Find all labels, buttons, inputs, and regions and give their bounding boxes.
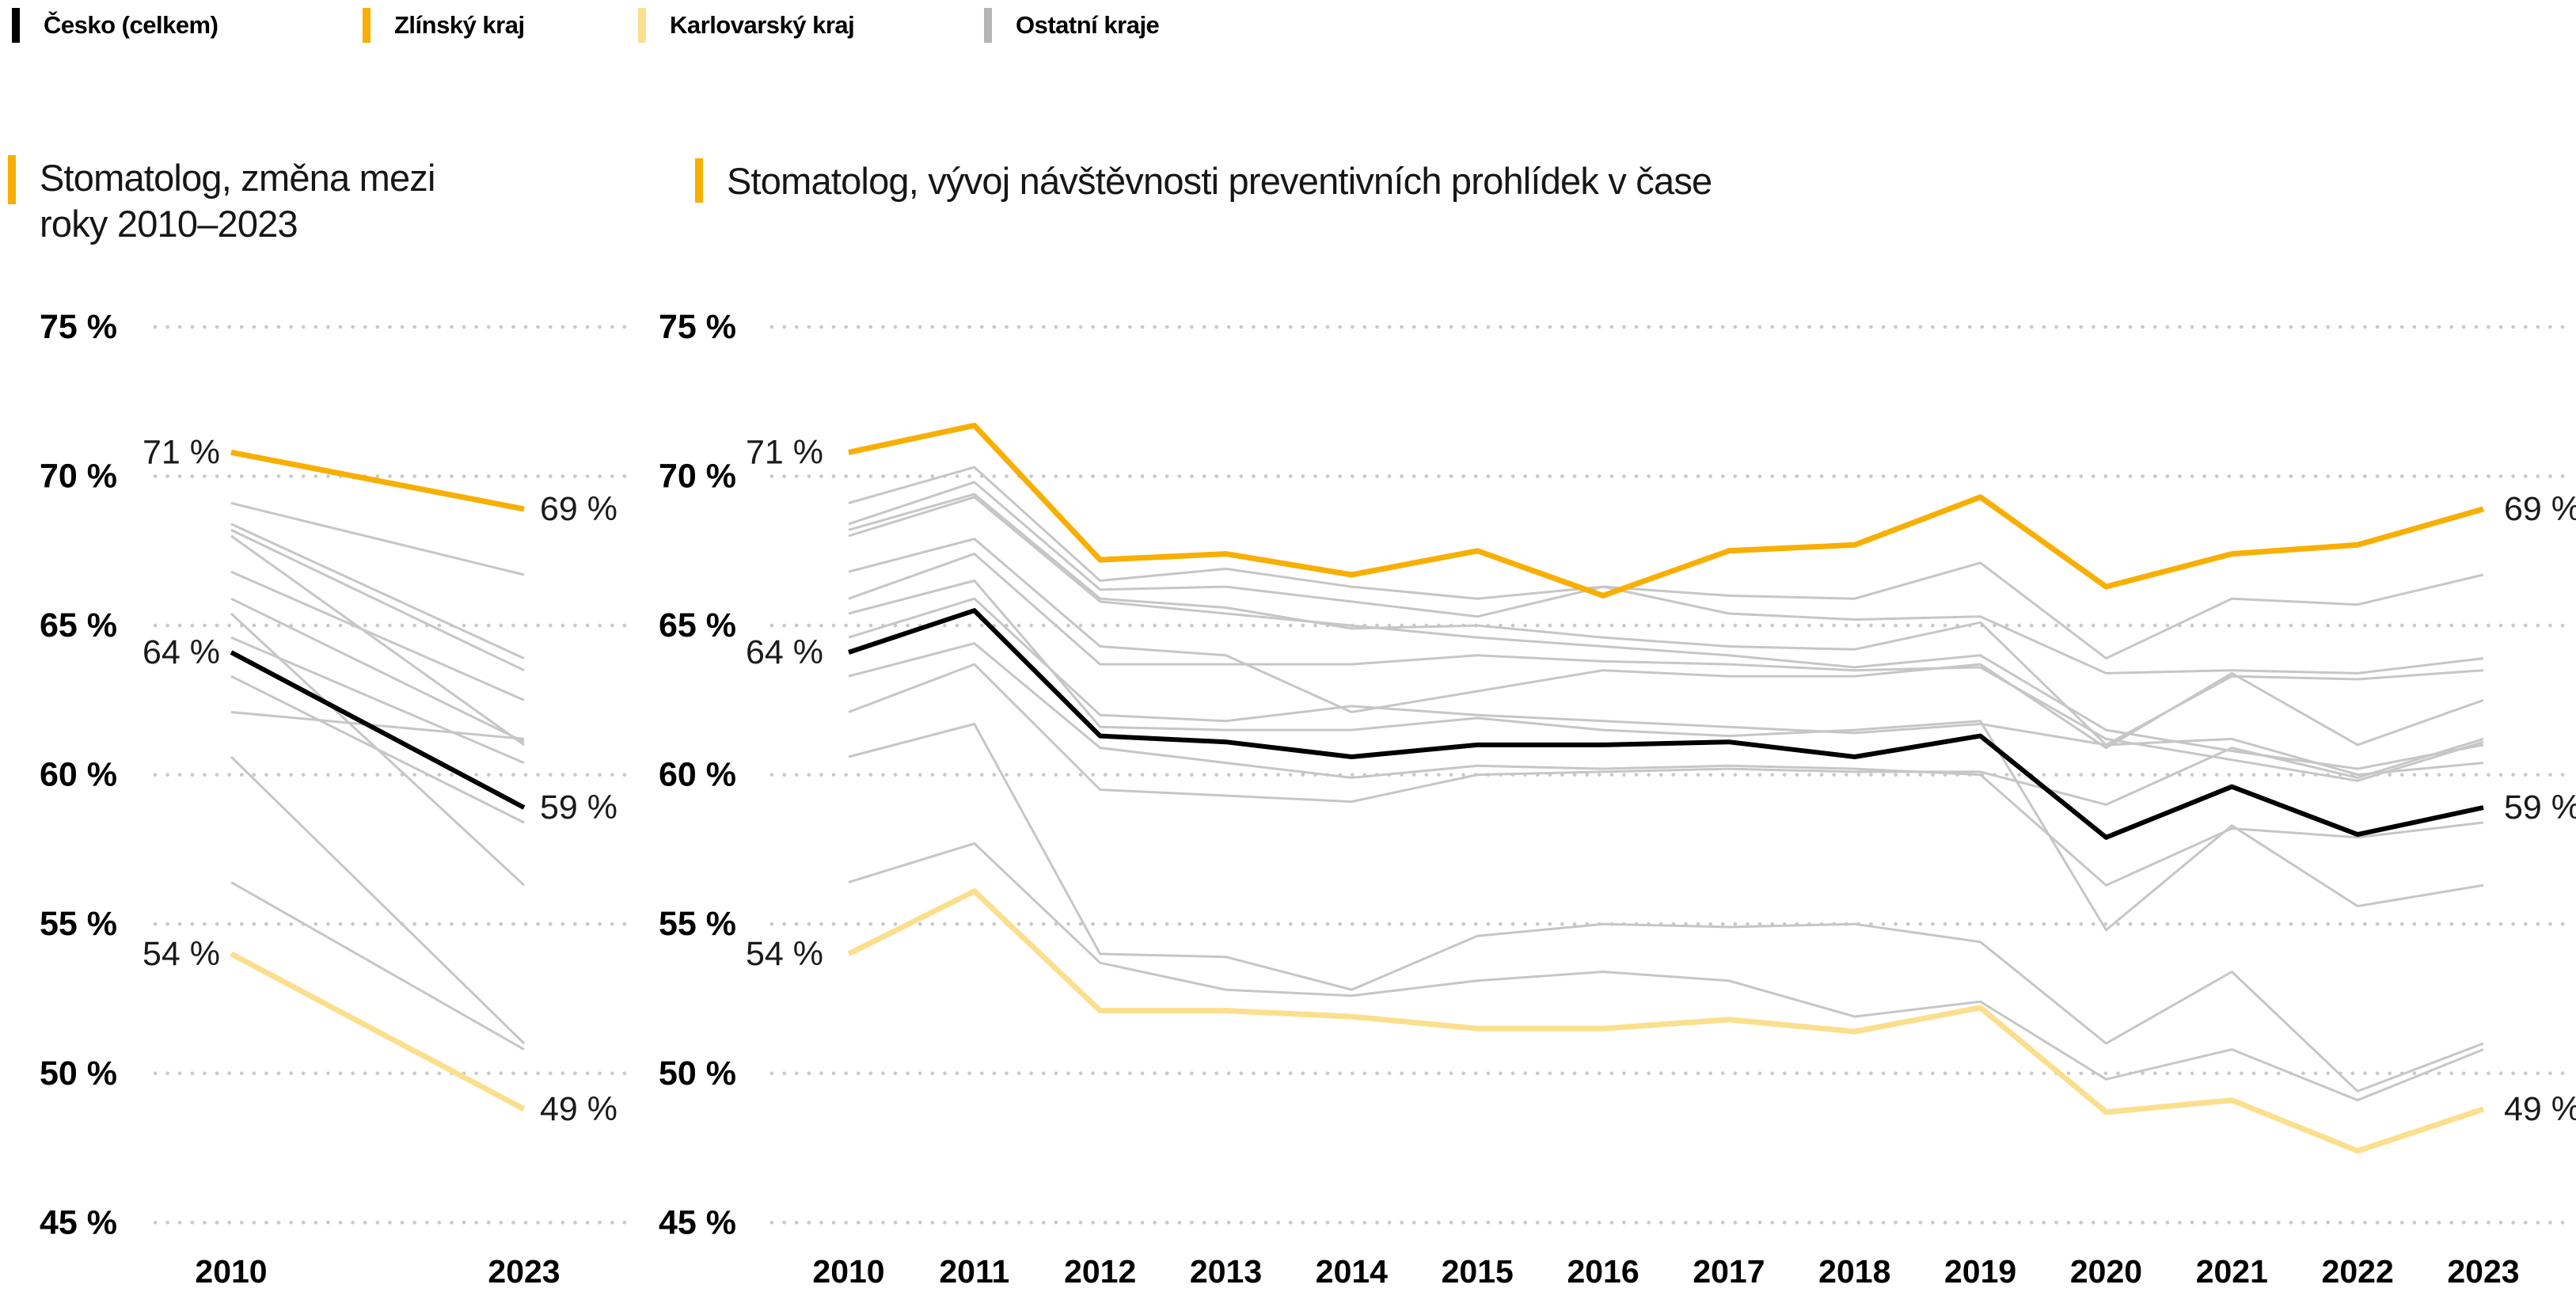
left-chart-title: Stomatolog, změna mezi roky 2010–2023 [8,155,435,247]
value-label-end-zli-nsky-kraj: 69 % [540,490,617,528]
title-accent-bar [695,158,703,203]
x-tick-label: 2010 [812,1253,884,1290]
series-line-ostatni-kraje [230,881,525,1051]
legend-label: Karlovarský kraj [670,11,855,39]
y-tick-label: 65 % [659,606,736,644]
legend-item-zlinsky: Zlínský kraj [363,6,525,44]
series-line-ostatni-kraje [848,580,2484,932]
series-line-ostatni-kraje [230,755,526,1045]
x-tick-label: 2022 [2322,1253,2394,1290]
timeline-chart: 75 % 70 % 65 % 60 % 55 % 50 % 45 % 2010 2011 2012… [659,308,2576,1290]
value-label-start-c-esko-celkem: 64 % [142,633,220,671]
series-line-ostatni-kraje [848,642,2484,887]
y-tick-label: 60 % [40,756,117,794]
series-line-ostatni-kraje [230,534,525,747]
x-tick-label: 2019 [1944,1253,2016,1290]
series-line-ostatni-kraje [230,570,525,701]
legend-swatch-ostatni [984,8,992,43]
x-tick-label: 2018 [1818,1253,1890,1290]
left-chart-title-text: Stomatolog, změna mezi roky 2010–2023 [40,155,435,247]
series-line-karlovarsky-kraj [847,888,2485,1154]
series-line-ostatni-kraje [230,636,525,764]
x-tick-label: 2017 [1693,1253,1765,1290]
x-tick-label: 2023 [488,1253,560,1290]
x-tick-label: 2010 [195,1253,267,1290]
slope-chart: 75 % 70 % 65 % 60 % 55 % 50 % 45 % 2010 2023 71 %… [40,308,628,1290]
y-tick-label: 50 % [659,1054,736,1092]
value-label-start-karlovarsky-kraj: 54 % [142,935,220,973]
y-tick-label: 75 % [40,308,117,346]
series-line-ostatni-kraje [848,496,2484,770]
value-label-end-c-esko-celkem: 59 % [2504,788,2576,826]
value-label-start-karlovarsky-kraj: 54 % [746,935,823,973]
x-tick-label: 2021 [2196,1253,2268,1290]
title-line-2: roky 2010–2023 [40,203,298,245]
title-line-1: Stomatolog, změna mezi [40,157,435,199]
y-tick-label: 55 % [40,905,117,943]
series-line-ostatni-kraje [848,597,2484,777]
legend-swatch-zlinsky [363,8,370,43]
y-tick-label: 60 % [659,756,736,794]
legend-label: Ostatní kraje [1016,11,1160,39]
series-line-zli-nsky-kraj [848,422,2484,598]
series-line-ostatni-kraje [848,481,2484,674]
series-line-ostatni-kraje [848,663,2484,806]
y-tick-label: 50 % [40,1054,117,1092]
y-tick-label: 65 % [40,606,117,644]
right-chart-title: Stomatolog, vývoj návštěvnosti preventiv… [695,158,1712,204]
series-line-ostatni-kraje [848,723,2484,1092]
x-tick-label: 2020 [2070,1253,2142,1290]
value-label-start-zli-nsky-kraj: 71 % [746,433,823,471]
value-label-end-karlovarsky-kraj: 49 % [540,1090,617,1128]
y-tick-label: 45 % [659,1203,736,1241]
value-label-start-c-esko-celkem: 64 % [746,633,823,671]
y-tick-label: 55 % [659,905,736,943]
x-tick-label: 2012 [1064,1253,1136,1290]
series-line-karlovarsky-kraj [230,951,526,1112]
series-line-c-esko-celkem [230,650,526,810]
series-line-ostatni-kraje [230,529,525,672]
legend-item-cesko: Česko (celkem) [12,6,218,44]
series-line-ostatni-kraje [230,597,525,743]
legend-label: Česko (celkem) [44,11,218,39]
series-line-ostatni-kraje [230,711,525,740]
legend-swatch-cesko [12,8,20,43]
y-tick-label: 75 % [659,308,736,346]
y-tick-label: 70 % [659,458,736,496]
y-tick-label: 45 % [40,1203,117,1241]
value-label-end-c-esko-celkem: 59 % [540,788,617,826]
right-chart-title-text: Stomatolog, vývoj návštěvnosti preventiv… [727,160,1712,202]
x-tick-label: 2023 [2447,1253,2519,1290]
x-tick-label: 2015 [1442,1253,1514,1290]
series-line-ostatni-kraje [848,842,2484,1102]
series-line-ostatni-kraje [848,538,2484,750]
series-line-zli-nsky-kraj [230,449,525,512]
value-label-end-zli-nsky-kraj: 69 % [2504,490,2576,528]
series-line-ostatni-kraje [848,466,2484,660]
legend-swatch-karlovarsky [638,8,646,43]
legend: Česko (celkem) Zlínský kraj Karlovarský … [0,6,2576,49]
value-label-end-karlovarsky-kraj: 49 % [2504,1090,2576,1128]
x-tick-label: 2011 [939,1253,1009,1290]
series-line-ostatni-kraje [230,522,525,659]
series-line-ostatni-kraje [230,502,525,576]
value-label-start-zli-nsky-kraj: 71 % [142,433,220,471]
y-tick-label: 70 % [40,458,117,496]
series-line-c-esko-celkem [848,608,2484,840]
series-line-ostatni-kraje [230,674,525,824]
legend-item-karlovarsky: Karlovarský kraj [638,6,855,44]
x-tick-label: 2014 [1316,1253,1388,1290]
series-line-ostatni-kraje [848,492,2484,747]
x-tick-label: 2013 [1190,1253,1262,1290]
series-line-ostatni-kraje [848,553,2484,782]
title-accent-bar [8,155,16,204]
legend-label: Zlínský kraj [394,11,525,39]
x-tick-label: 2016 [1567,1253,1639,1290]
legend-item-ostatni: Ostatní kraje [984,6,1160,44]
